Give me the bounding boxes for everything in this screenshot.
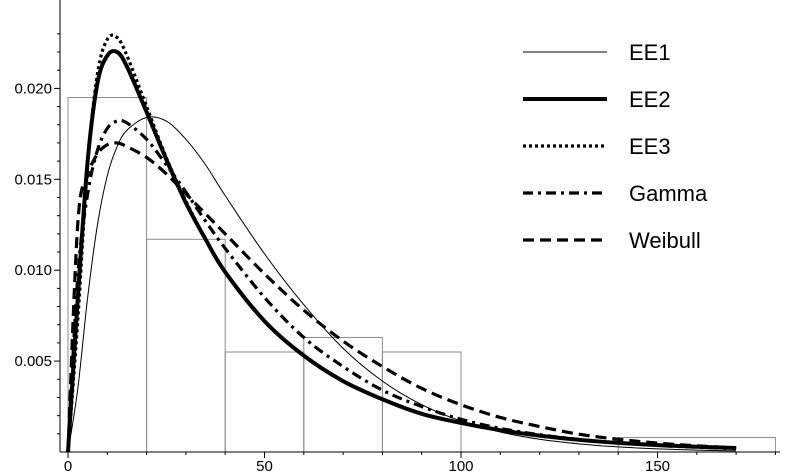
histogram-bar bbox=[146, 238, 226, 453]
legend-label-ee2: EE2 bbox=[629, 87, 671, 112]
series-line-ee1 bbox=[67, 116, 737, 453]
y-tick-label: 0.010 bbox=[14, 262, 52, 279]
series-line-ee3 bbox=[66, 33, 737, 453]
x-tick-label: 50 bbox=[256, 458, 273, 473]
y-tick-label: 0.015 bbox=[14, 171, 52, 188]
legend-label-ee1: EE1 bbox=[629, 40, 671, 65]
legend-label-ee3: EE3 bbox=[629, 134, 671, 159]
y-tick-label: 0.020 bbox=[14, 80, 52, 97]
axes: 0 50 100 150 0.005 0.010 0.015 0.020 bbox=[14, 0, 780, 473]
y-tick-label: 0.005 bbox=[14, 353, 52, 370]
x-tick-label: 100 bbox=[448, 458, 473, 473]
series-line-weibull bbox=[66, 141, 737, 453]
legend-background bbox=[510, 28, 750, 268]
histogram-bar bbox=[224, 351, 305, 453]
x-tick-label: 150 bbox=[645, 458, 670, 473]
series-line-gamma bbox=[66, 118, 737, 453]
legend: EE1 EE2 EE3 Gamma Weibull bbox=[510, 28, 750, 268]
fitted-curves bbox=[66, 33, 737, 453]
x-tick-label: 0 bbox=[64, 458, 72, 473]
legend-label-gamma: Gamma bbox=[629, 181, 708, 206]
legend-label-weibull: Weibull bbox=[629, 228, 701, 253]
